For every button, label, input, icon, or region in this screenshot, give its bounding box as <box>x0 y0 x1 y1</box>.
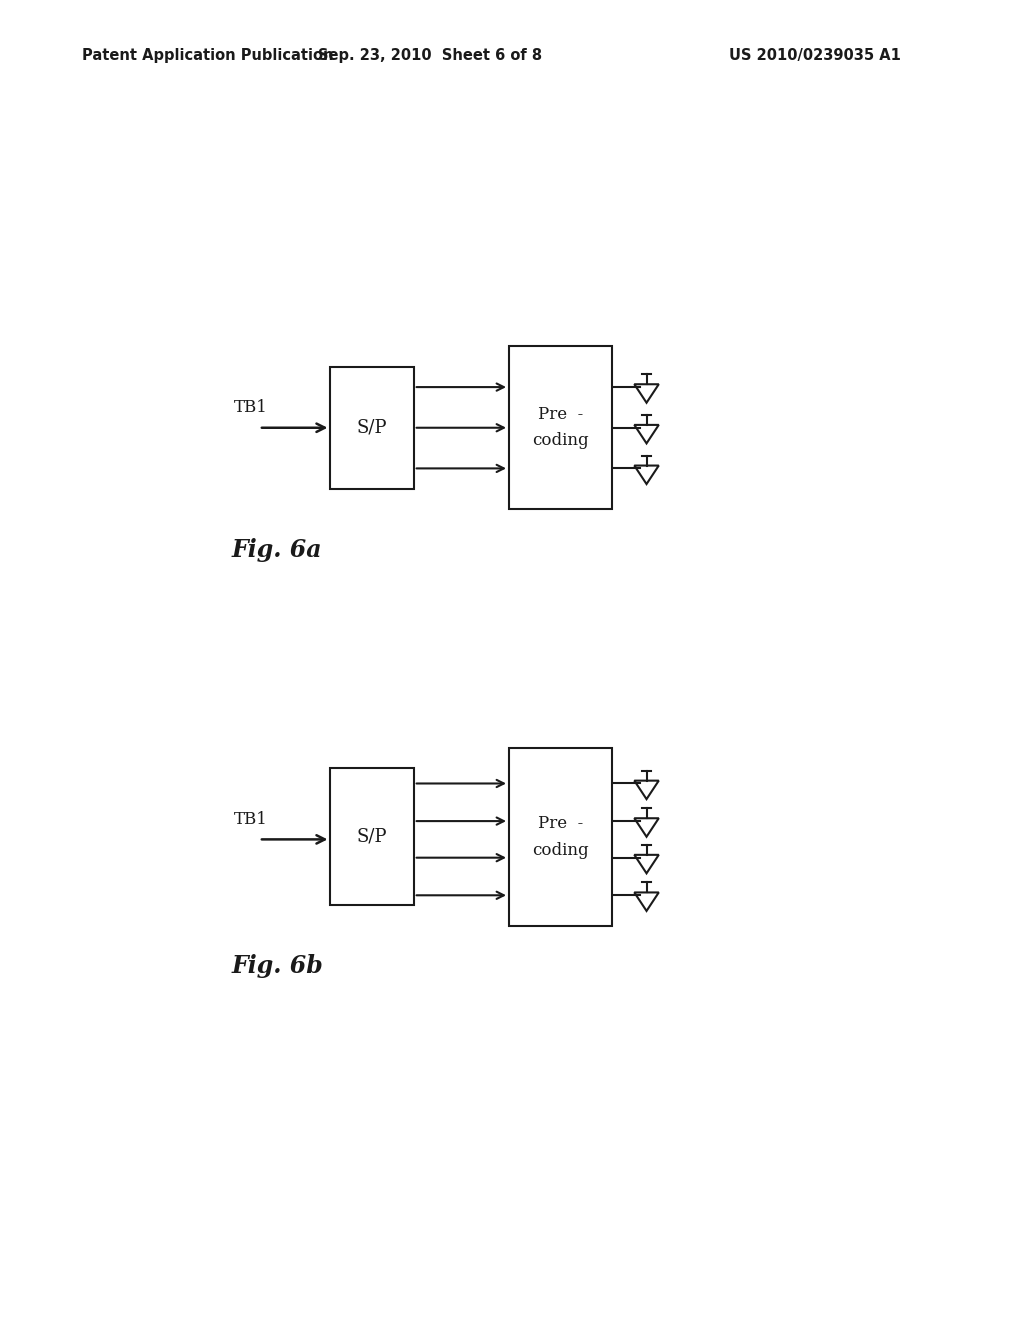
Text: TB1: TB1 <box>234 399 268 416</box>
Bar <box>509 748 612 925</box>
Text: US 2010/0239035 A1: US 2010/0239035 A1 <box>729 48 901 63</box>
Text: Pre  -: Pre - <box>538 407 583 422</box>
Text: Fig. 6a: Fig. 6a <box>231 537 322 562</box>
Bar <box>509 346 612 510</box>
Text: Patent Application Publication: Patent Application Publication <box>82 48 334 63</box>
Text: S/P: S/P <box>356 828 387 846</box>
Text: S/P: S/P <box>356 418 387 437</box>
Text: Fig. 6b: Fig. 6b <box>231 954 323 978</box>
Text: Sep. 23, 2010  Sheet 6 of 8: Sep. 23, 2010 Sheet 6 of 8 <box>318 48 542 63</box>
Bar <box>331 768 414 906</box>
Text: coding: coding <box>532 842 589 858</box>
Text: coding: coding <box>532 433 589 449</box>
Text: Pre  -: Pre - <box>538 816 583 832</box>
Text: TB1: TB1 <box>234 810 268 828</box>
Bar <box>331 367 414 488</box>
